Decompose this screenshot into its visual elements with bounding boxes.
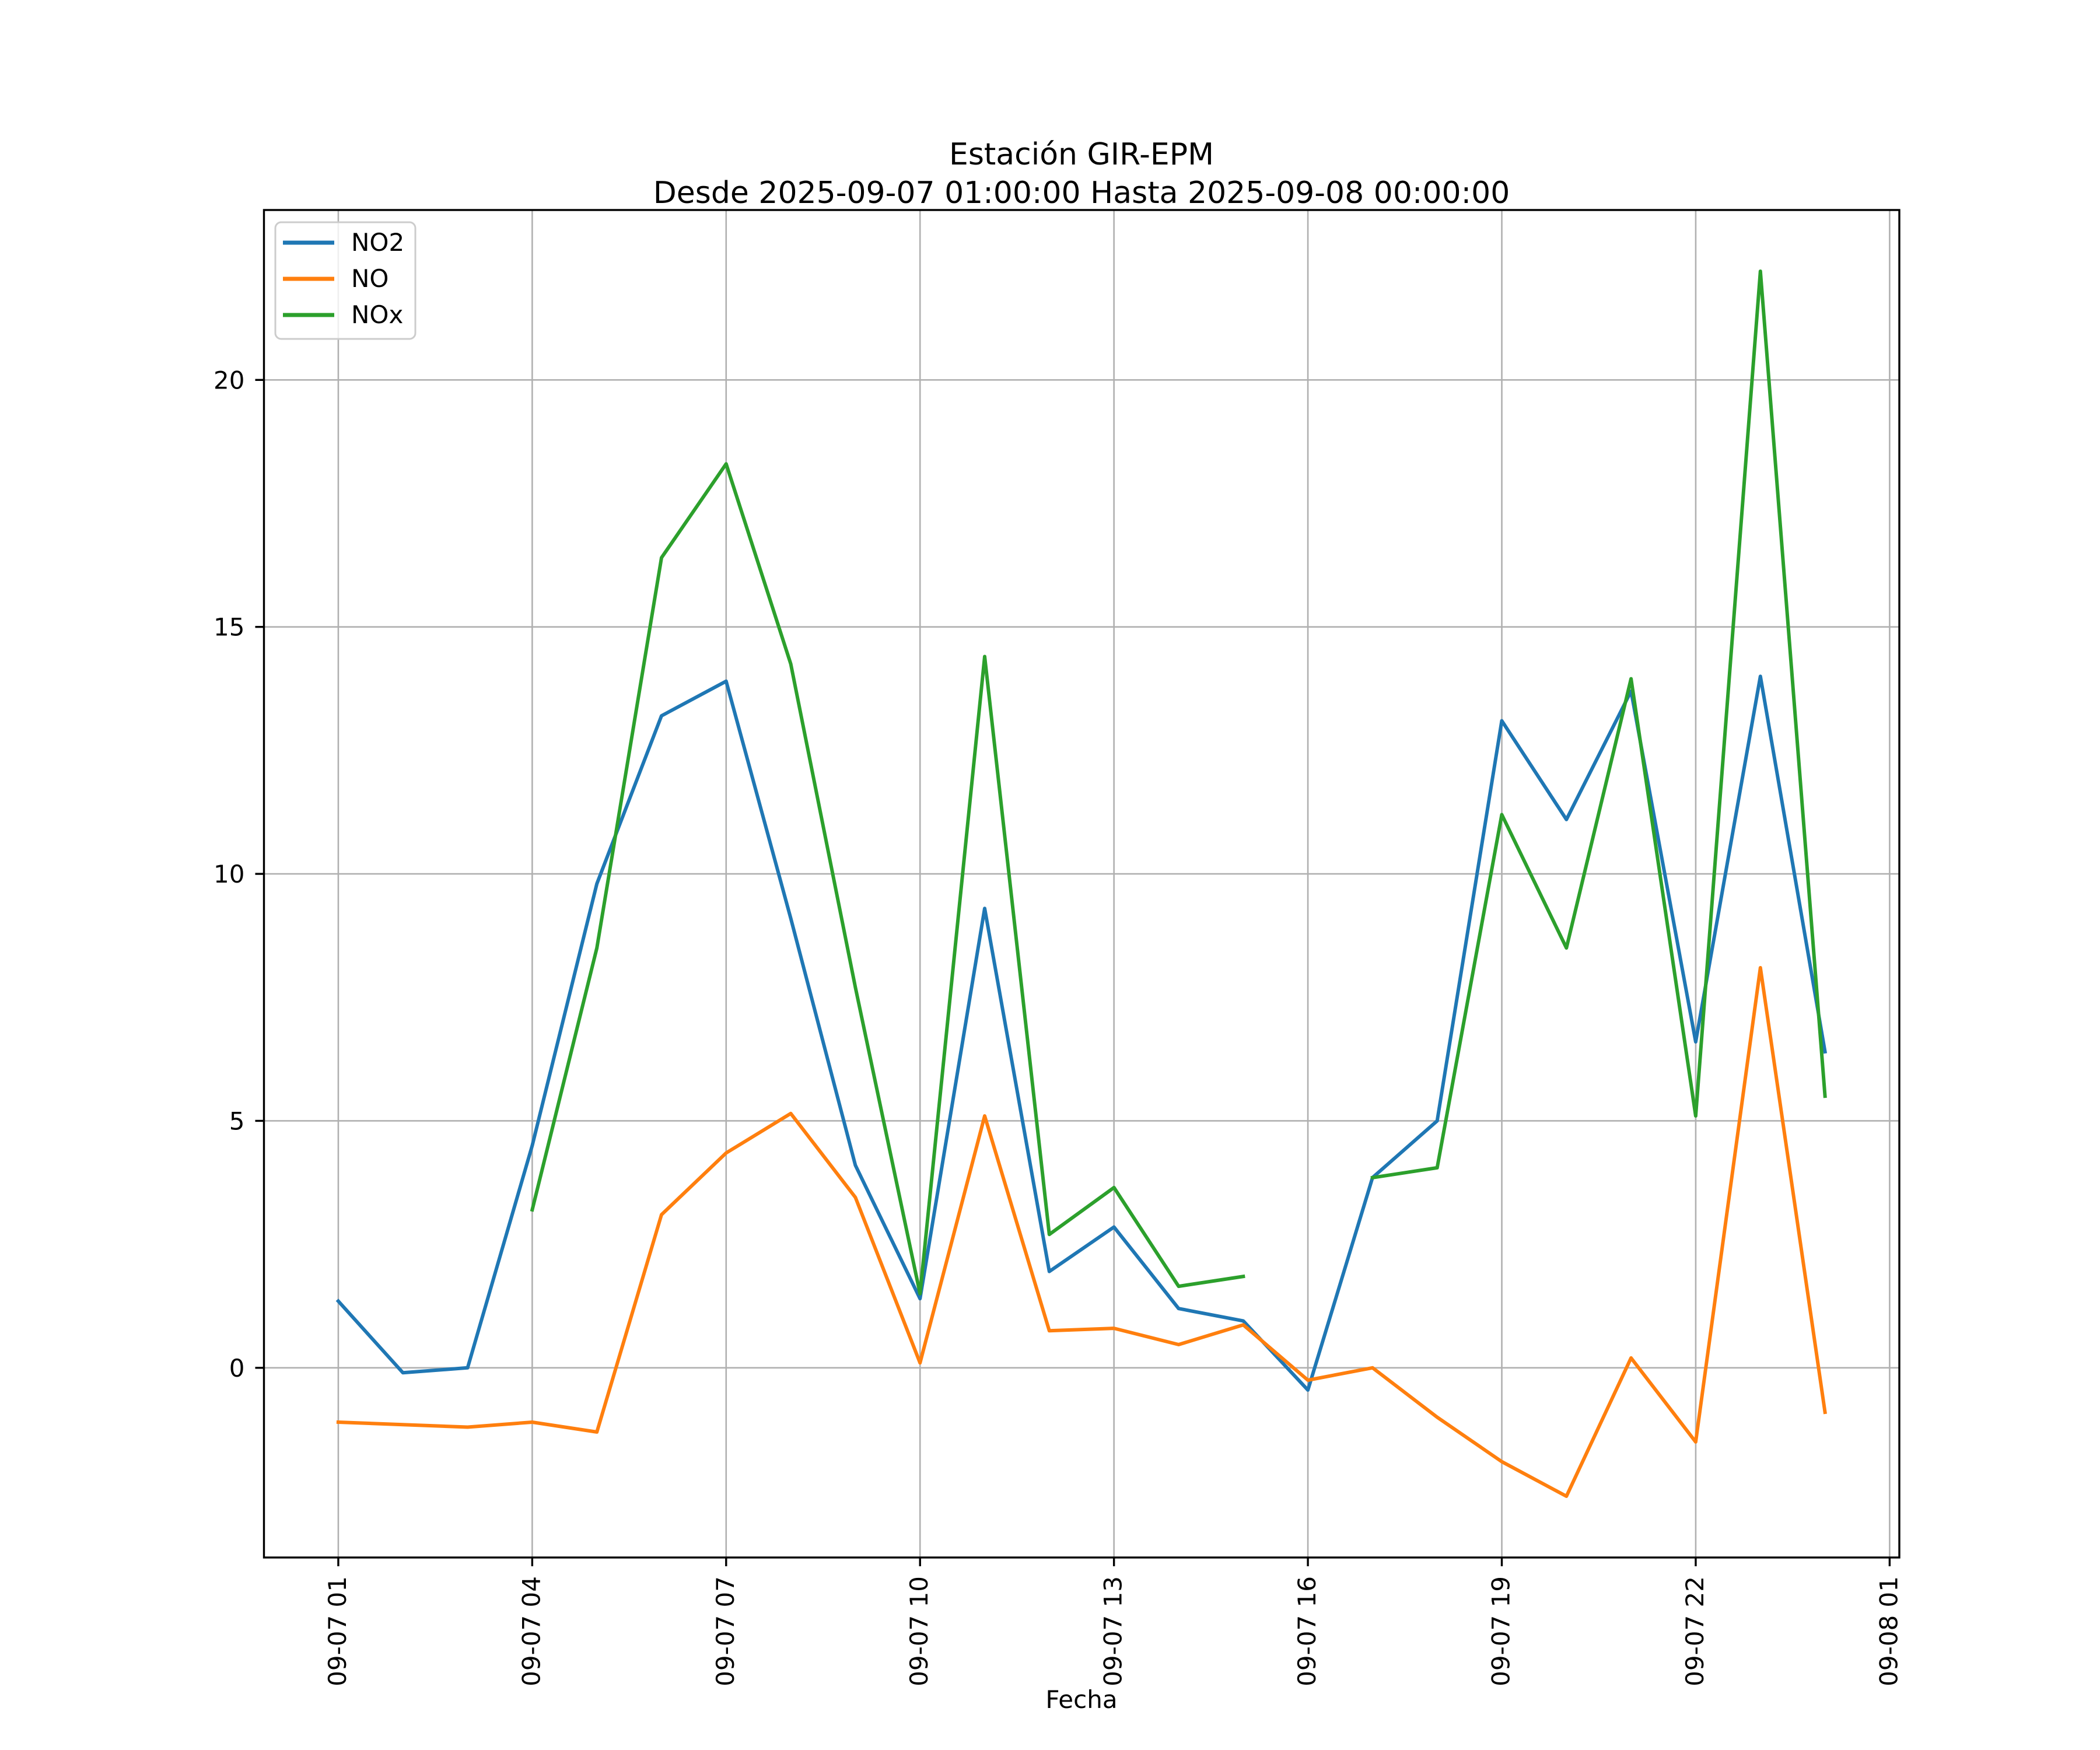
y-tick-label: 5 bbox=[229, 1107, 245, 1135]
chart-title: Estación GIR-EPM Desde 2025-09-07 01:00:… bbox=[264, 135, 1899, 212]
y-tick-label: 15 bbox=[214, 613, 244, 642]
legend: NO2 NO NOx bbox=[274, 221, 416, 340]
series-no2-line bbox=[335, 674, 1828, 1392]
legend-box bbox=[274, 221, 416, 340]
y-tick-labels: 0 5 10 15 20 bbox=[214, 366, 244, 1382]
gridlines bbox=[264, 210, 1899, 1558]
x-tick-label: 09-07 04 bbox=[517, 1576, 545, 1686]
x-tick-label: 09-07 19 bbox=[1487, 1576, 1516, 1686]
x-axis-label: Fecha bbox=[1045, 1685, 1118, 1714]
tick-marks bbox=[255, 379, 1891, 1566]
y-tick-label: 0 bbox=[229, 1354, 245, 1382]
series-nox-line bbox=[1370, 270, 1827, 1180]
x-tick-label: 09-07 16 bbox=[1293, 1576, 1321, 1686]
chart-title-line2: Desde 2025-09-07 01:00:00 Hasta 2025-09-… bbox=[653, 176, 1510, 211]
x-tick-label: 09-07 10 bbox=[905, 1576, 933, 1686]
series-nox-line bbox=[530, 462, 1245, 1296]
legend-label-no: NO bbox=[351, 264, 388, 293]
legend-label-nox: NOx bbox=[351, 300, 403, 329]
x-tick-label: 09-07 22 bbox=[1681, 1576, 1709, 1686]
chart-title-line1: Estación GIR-EPM bbox=[949, 137, 1214, 172]
axes-spines bbox=[262, 209, 1901, 1559]
x-tick-label: 09-07 07 bbox=[711, 1576, 740, 1686]
y-tick-label: 20 bbox=[214, 366, 244, 394]
y-tick-label: 10 bbox=[214, 860, 244, 888]
series-lines bbox=[335, 270, 1828, 1498]
series-no-line bbox=[336, 966, 1828, 1498]
x-tick-label: 09-08 01 bbox=[1874, 1576, 1903, 1686]
x-tick-label: 09-07 01 bbox=[323, 1576, 352, 1686]
x-tick-labels: 09-07 01 09-07 04 09-07 07 09-07 10 09-07 13… bbox=[323, 1576, 1903, 1686]
x-tick-label: 09-07 13 bbox=[1099, 1576, 1128, 1686]
legend-label-no2: NO2 bbox=[351, 228, 404, 257]
